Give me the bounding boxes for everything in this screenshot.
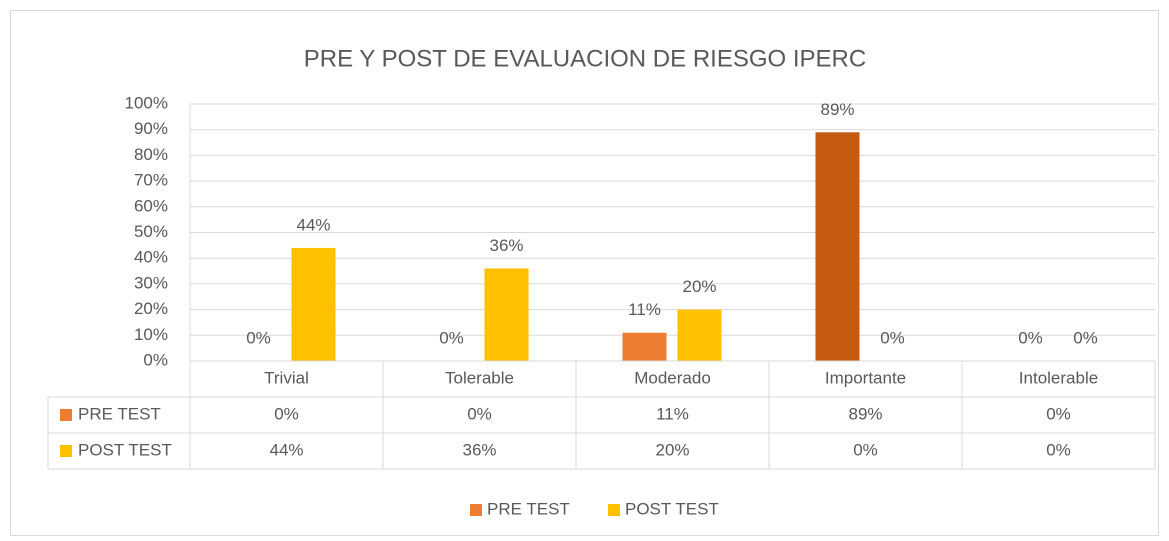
- y-tick-label: 100%: [125, 93, 168, 112]
- table-cell: 0%: [274, 404, 299, 423]
- table-cell: 89%: [848, 404, 882, 423]
- data-label: 89%: [820, 100, 854, 119]
- x-tick-label: Trivial: [264, 368, 309, 387]
- data-label: 0%: [880, 328, 905, 347]
- data-label: 20%: [682, 277, 716, 296]
- data-label: 44%: [296, 215, 330, 234]
- legend-key: [60, 445, 72, 457]
- data-label: 0%: [439, 328, 464, 347]
- legend-key: [470, 504, 482, 516]
- data-label: 0%: [246, 328, 271, 347]
- table-cell: 36%: [462, 440, 496, 459]
- bar: [815, 132, 860, 361]
- y-tick-label: 60%: [134, 196, 168, 215]
- table-row-label: PRE TEST: [78, 404, 161, 423]
- table-cell: 11%: [656, 404, 689, 423]
- legend-label: POST TEST: [625, 499, 719, 518]
- y-tick-label: 20%: [134, 299, 168, 318]
- x-tick-label: Moderado: [634, 368, 711, 387]
- chart-border: [10, 10, 1159, 536]
- table-cell: 0%: [1046, 404, 1071, 423]
- table-cell: 44%: [269, 440, 303, 459]
- legend-key: [60, 409, 72, 421]
- y-tick-label: 0%: [143, 350, 168, 369]
- table-row-label: POST TEST: [78, 440, 172, 459]
- x-tick-label: Importante: [825, 368, 906, 387]
- legend-key: [608, 504, 620, 516]
- data-label: 0%: [1073, 328, 1098, 347]
- chart-title: PRE Y POST DE EVALUACION DE RIESGO IPERC: [304, 45, 866, 72]
- y-tick-label: 90%: [134, 119, 168, 138]
- legend-label: PRE TEST: [487, 499, 570, 518]
- x-tick-label: Intolerable: [1019, 368, 1098, 387]
- y-tick-label: 80%: [134, 145, 168, 164]
- table-cell: 0%: [1046, 440, 1071, 459]
- y-tick-label: 10%: [134, 325, 168, 344]
- y-tick-label: 70%: [134, 171, 168, 190]
- data-label: 36%: [489, 236, 523, 255]
- bar: [291, 247, 336, 361]
- bar: [622, 332, 667, 361]
- y-tick-label: 40%: [134, 248, 168, 267]
- data-label: 0%: [1018, 328, 1043, 347]
- data-label: 11%: [628, 300, 661, 319]
- table-cell: 0%: [467, 404, 492, 423]
- table-cell: 20%: [655, 440, 689, 459]
- bar: [677, 309, 722, 361]
- y-tick-label: 50%: [134, 222, 168, 241]
- x-tick-label: Tolerable: [445, 368, 514, 387]
- y-tick-label: 30%: [134, 273, 168, 292]
- table-cell: 0%: [853, 440, 878, 459]
- bar: [484, 268, 529, 361]
